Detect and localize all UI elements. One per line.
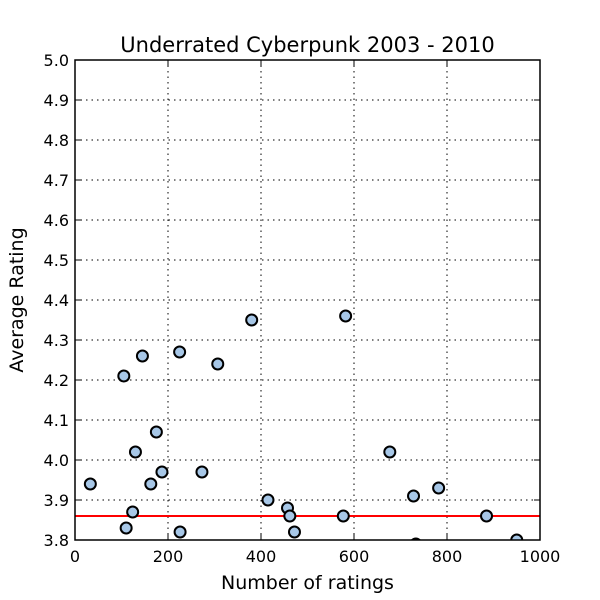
- data-point: [432, 481, 446, 495]
- grid-lines: [75, 60, 540, 540]
- data-point: [144, 477, 158, 491]
- data-point: [83, 477, 97, 491]
- x-axis-label: Number of ratings: [221, 572, 394, 594]
- data-point: [173, 525, 187, 539]
- y-tick-label: 3.8: [44, 531, 69, 550]
- y-tick-label: 4.6: [44, 211, 69, 230]
- y-tick-label: 3.9: [44, 491, 69, 510]
- x-tick-label: 800: [432, 547, 463, 566]
- x-tick-label: 0: [70, 547, 80, 566]
- y-tick-labels: 3.8 3.9 4.0 4.1 4.2 4.3 4.4 4.5 4.6 4.7 4.8 4.9 5.0: [44, 51, 69, 550]
- data-point: [336, 509, 350, 523]
- x-tick-label: 200: [153, 547, 184, 566]
- data-point: [155, 465, 169, 479]
- y-tick-label: 4.4: [44, 291, 69, 310]
- data-point: [261, 493, 275, 507]
- data-point: [245, 313, 259, 327]
- y-tick-label: 4.5: [44, 251, 69, 270]
- data-point: [407, 489, 421, 503]
- x-tick-label: 400: [246, 547, 277, 566]
- data-point: [117, 369, 131, 383]
- data-point: [135, 349, 149, 363]
- data-point: [510, 533, 524, 540]
- y-tick-label: 5.0: [44, 51, 69, 70]
- y-tick-label: 4.8: [44, 131, 69, 150]
- data-point: [126, 505, 140, 519]
- y-tick-label: 4.9: [44, 91, 69, 110]
- data-point: [128, 445, 142, 459]
- data-point: [119, 521, 133, 535]
- data-point: [339, 309, 353, 323]
- data-point: [480, 509, 494, 523]
- axis-ticks: [74, 59, 541, 541]
- x-tick-labels: 0 200 400 600 800 1000: [70, 547, 560, 566]
- y-tick-label: 4.1: [44, 411, 69, 430]
- y-tick-label: 4.0: [44, 451, 69, 470]
- y-tick-label: 4.7: [44, 171, 69, 190]
- y-tick-label: 4.2: [44, 371, 69, 390]
- x-tick-label: 1000: [520, 547, 561, 566]
- data-point: [211, 357, 225, 371]
- y-axis-label: Average Rating: [6, 227, 28, 372]
- data-point: [173, 345, 187, 359]
- data-point: [149, 425, 163, 439]
- data-point: [383, 445, 397, 459]
- points-layer: [83, 309, 524, 540]
- data-point: [283, 509, 297, 523]
- y-tick-label: 4.3: [44, 331, 69, 350]
- data-point: [195, 465, 209, 479]
- x-tick-label: 600: [339, 547, 370, 566]
- data-point: [287, 525, 301, 539]
- chart-title: Underrated Cyberpunk 2003 - 2010: [120, 33, 494, 57]
